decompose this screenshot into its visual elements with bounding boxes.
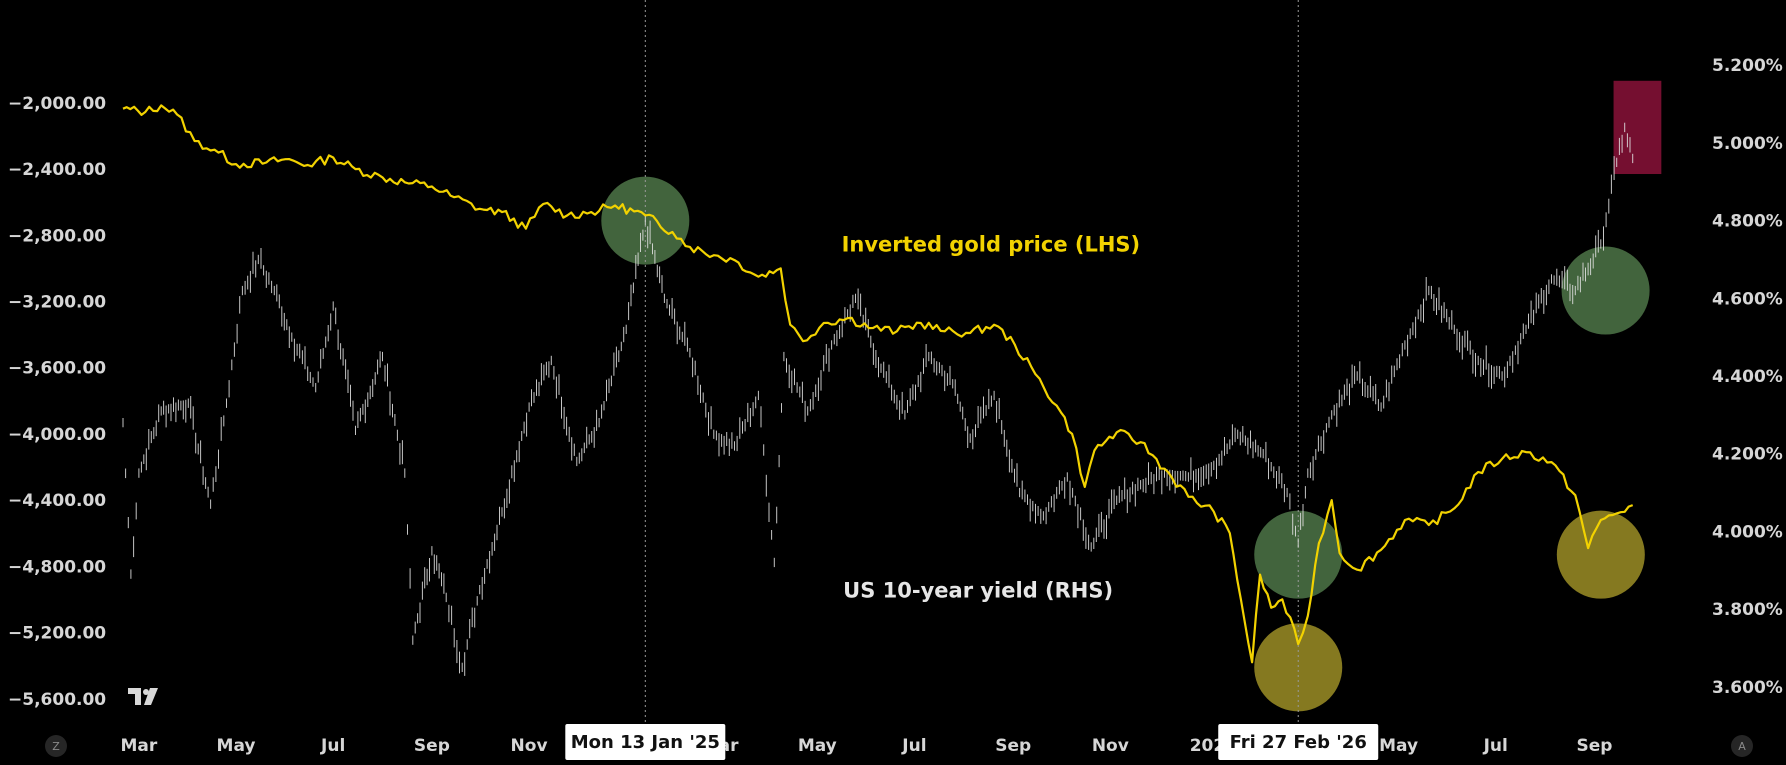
left-scale-button[interactable]: Z (45, 735, 67, 757)
right-tick-label: 3.600% (1712, 678, 1783, 698)
left-tick-label: −2,400.00 (8, 160, 106, 180)
gold-series-label: Inverted gold price (LHS) (842, 233, 1141, 257)
highlight-circle-3 (1561, 246, 1650, 335)
left-tick-label: −5,600.00 (8, 690, 106, 710)
highlight-circle-4 (1556, 510, 1645, 599)
x-tick-label: Jul (1483, 736, 1508, 756)
x-axis: MarMayJulSepNovMarMayJulSepNov202MayJulS… (120, 736, 1612, 756)
left-tick-label: −2,800.00 (8, 226, 106, 246)
right-tick-label: 5.000% (1712, 134, 1783, 154)
cursor-date-text: Fri 27 Feb '26 (1230, 732, 1367, 753)
cursor-lines (644, 0, 1299, 722)
annotations: Inverted gold price (LHS) US 10-year yiel… (842, 233, 1141, 603)
cursor-date-label-0[interactable]: Mon 13 Jan '25 (565, 724, 726, 760)
auto-scale-button[interactable]: A (1731, 735, 1753, 757)
x-tick-label: Sep (1576, 736, 1612, 756)
right-tick-label: 3.800% (1712, 600, 1783, 620)
right-tick-label: 4.400% (1712, 367, 1783, 387)
right-tick-label: 4.200% (1712, 445, 1783, 465)
right-tick-label: 4.600% (1712, 289, 1783, 309)
left-tick-label: −2,000.00 (8, 94, 106, 114)
x-tick-label: Nov (1092, 736, 1129, 756)
x-tick-label: May (1379, 736, 1418, 756)
left-axis: −2,000.00 −2,400.00 −2,800.00 −3,200.00 −3,6… (8, 94, 106, 710)
cursor-date-text: Mon 13 Jan '25 (571, 732, 720, 753)
highlight-circle-2 (1254, 623, 1343, 712)
left-tick-label: −4,800.00 (8, 557, 106, 577)
x-tick-label: Nov (511, 736, 548, 756)
right-tick-label: 4.800% (1712, 212, 1783, 232)
highlight-circle-1 (1254, 510, 1343, 599)
left-tick-label: −3,200.00 (8, 293, 106, 313)
highlight-layer (601, 80, 1662, 712)
tradingview-logo-icon[interactable] (128, 688, 158, 705)
right-axis: 5.200% 5.000% 4.800% 4.600% 4.400% 4.200% 4.00… (1712, 56, 1783, 698)
x-tick-label: Jul (320, 736, 345, 756)
right-tick-label: 5.200% (1712, 56, 1783, 76)
x-tick-label: Jul (901, 736, 926, 756)
x-tick-label: May (798, 736, 837, 756)
cursor-date-label-1[interactable]: Fri 27 Feb '26 (1218, 724, 1379, 760)
gold-line (122, 104, 1634, 664)
yield-series (122, 122, 1634, 676)
left-tick-label: −4,400.00 (8, 491, 106, 511)
gold-series (122, 104, 1634, 664)
x-tick-label: 202 (1190, 736, 1226, 756)
x-tick-label: Sep (414, 736, 450, 756)
x-tick-label: Mar (120, 736, 157, 756)
left-tick-label: −4,000.00 (8, 425, 106, 445)
yield-series-label: US 10-year yield (RHS) (843, 578, 1113, 602)
left-tick-label: −5,200.00 (8, 624, 106, 644)
left-tick-label: −3,600.00 (8, 359, 106, 379)
svg-text:Z: Z (52, 740, 60, 753)
right-tick-label: 4.000% (1712, 522, 1783, 542)
highlight-box-5 (1613, 80, 1662, 175)
x-tick-label: Sep (995, 736, 1031, 756)
cursor-labels[interactable]: Mon 13 Jan '25 Fri 27 Feb '26 (565, 724, 1379, 760)
svg-text:A: A (1738, 740, 1746, 753)
x-tick-label: May (217, 736, 256, 756)
